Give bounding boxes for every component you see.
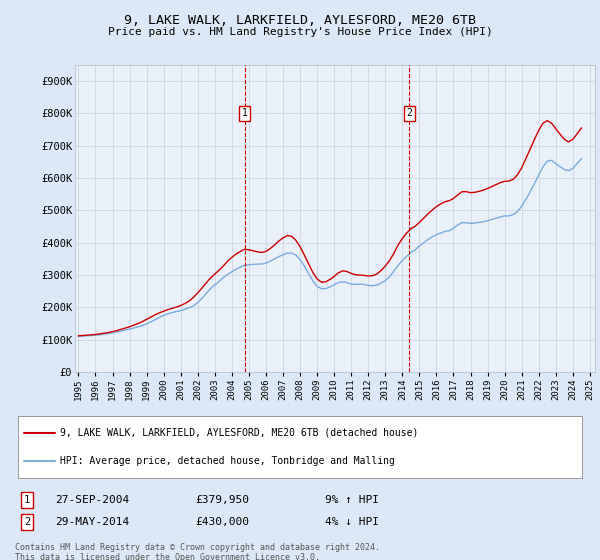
Text: Contains HM Land Registry data © Crown copyright and database right 2024.
This d: Contains HM Land Registry data © Crown c… bbox=[15, 543, 380, 560]
Text: 9% ↑ HPI: 9% ↑ HPI bbox=[325, 495, 379, 505]
Text: 2: 2 bbox=[406, 109, 412, 119]
Text: HPI: Average price, detached house, Tonbridge and Malling: HPI: Average price, detached house, Tonb… bbox=[60, 456, 395, 466]
Text: 1: 1 bbox=[24, 495, 30, 505]
Text: 2: 2 bbox=[24, 517, 30, 527]
Text: 27-SEP-2004: 27-SEP-2004 bbox=[55, 495, 129, 505]
Text: 9, LAKE WALK, LARKFIELD, AYLESFORD, ME20 6TB (detached house): 9, LAKE WALK, LARKFIELD, AYLESFORD, ME20… bbox=[60, 428, 419, 438]
Text: 4% ↓ HPI: 4% ↓ HPI bbox=[325, 517, 379, 527]
Text: 1: 1 bbox=[242, 109, 248, 119]
Text: 9, LAKE WALK, LARKFIELD, AYLESFORD, ME20 6TB: 9, LAKE WALK, LARKFIELD, AYLESFORD, ME20… bbox=[124, 14, 476, 27]
Text: 29-MAY-2014: 29-MAY-2014 bbox=[55, 517, 129, 527]
Text: Price paid vs. HM Land Registry's House Price Index (HPI): Price paid vs. HM Land Registry's House … bbox=[107, 27, 493, 37]
Text: £379,950: £379,950 bbox=[195, 495, 249, 505]
Text: £430,000: £430,000 bbox=[195, 517, 249, 527]
